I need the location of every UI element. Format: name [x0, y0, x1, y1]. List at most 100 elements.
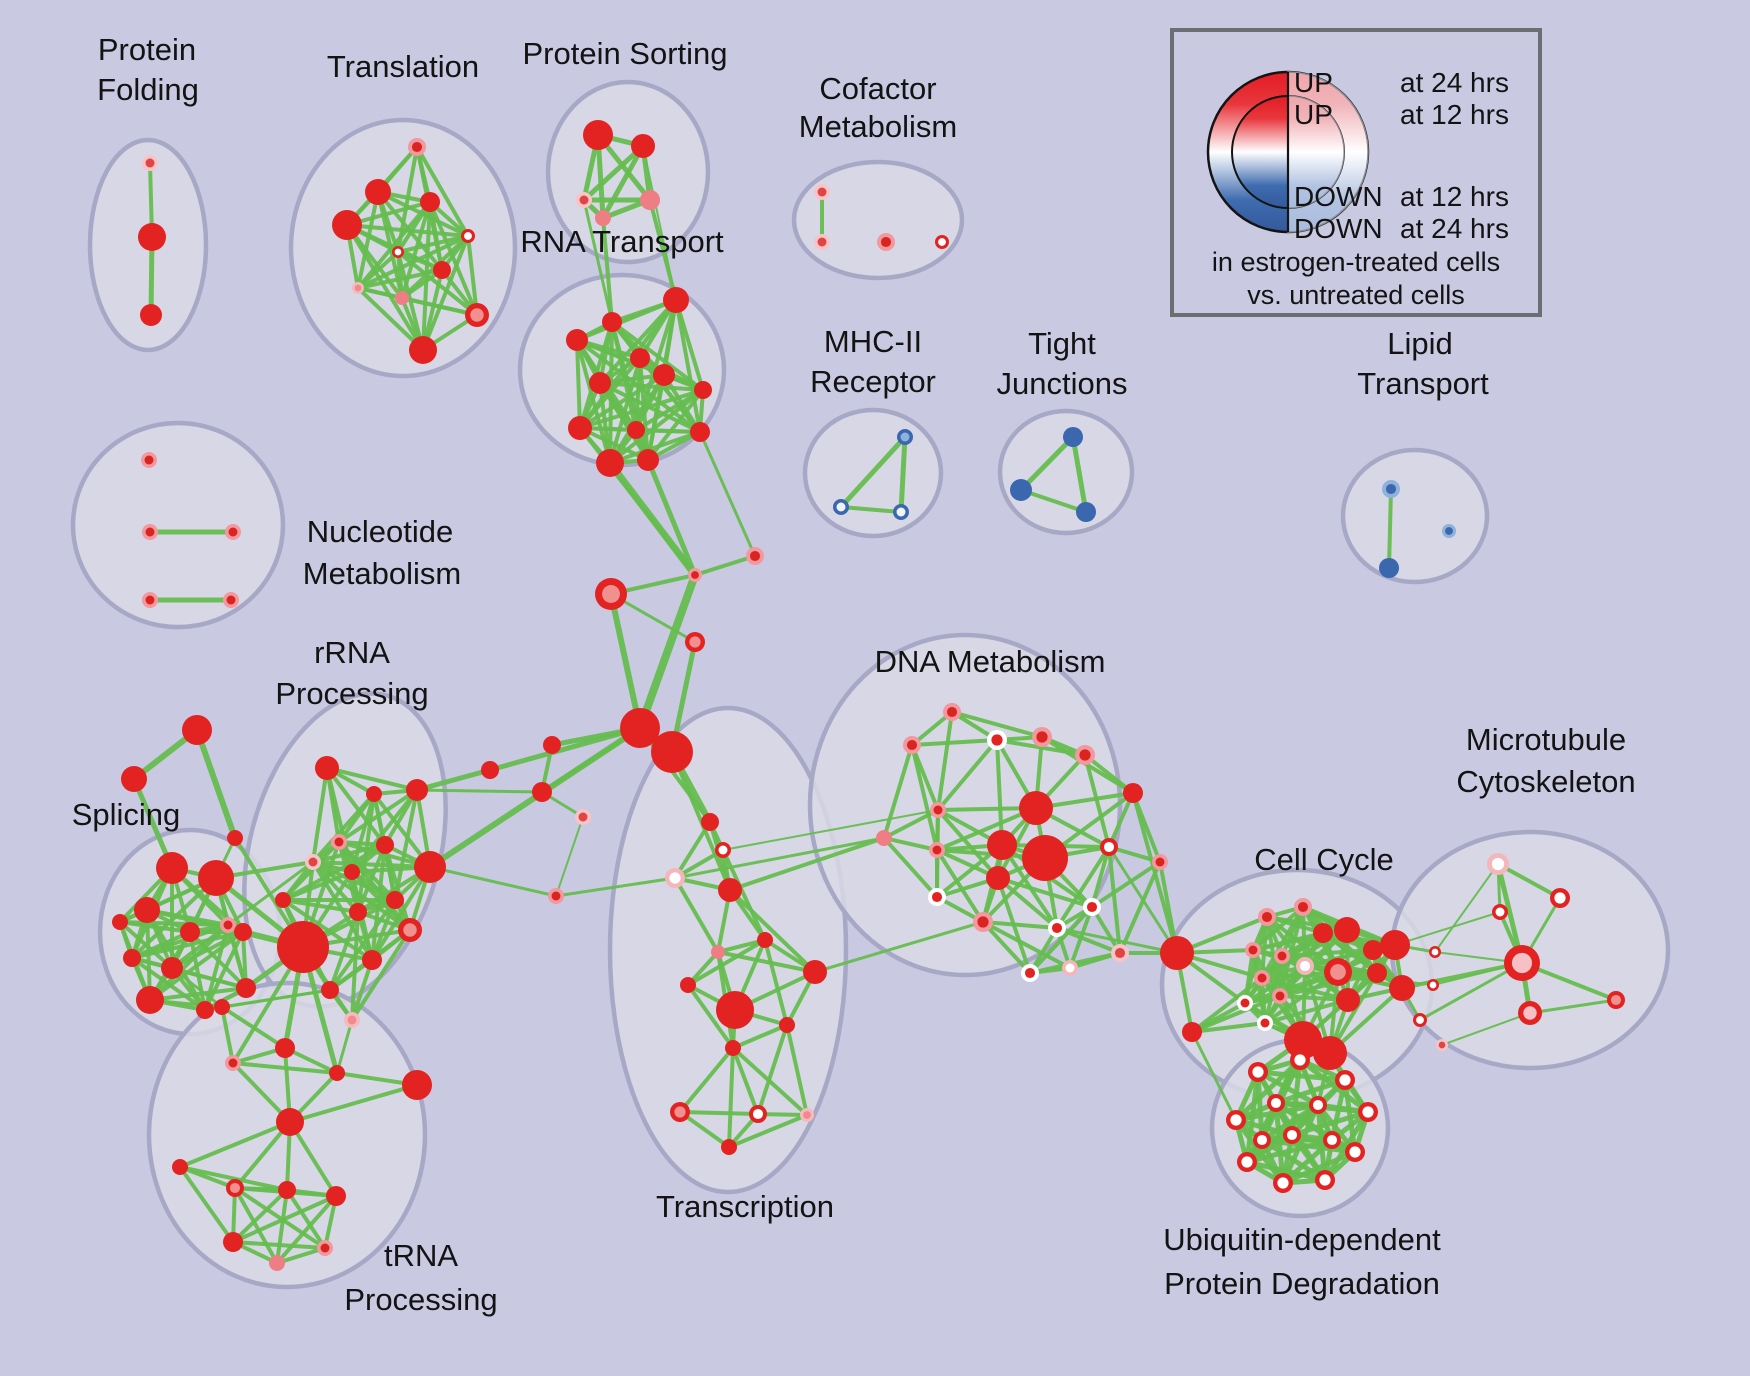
edge — [838, 434, 908, 510]
edge — [1019, 488, 1088, 514]
lipid-transport-label: Lipid — [1387, 326, 1453, 361]
rna-transport-node — [637, 449, 659, 471]
edge — [839, 505, 903, 514]
cell-cycle-node-core — [1299, 960, 1311, 972]
cell-cycle-node-core — [1275, 991, 1285, 1001]
cell-cycle-node — [1380, 930, 1410, 960]
edge — [350, 910, 360, 1022]
legend-up-24-time: at 24 hrs — [1400, 67, 1509, 98]
protein-sorting-node-core — [579, 195, 589, 205]
link-edge — [428, 865, 558, 898]
edge — [311, 843, 387, 864]
translation-node — [365, 179, 391, 205]
microtubule-cytoskeleton-label: Microtubule — [1466, 722, 1626, 757]
link-edge — [642, 145, 677, 301]
cell-cycle-node-core — [1297, 901, 1309, 913]
translation-node — [332, 210, 362, 240]
edge — [1496, 862, 1562, 900]
splicing-node — [236, 978, 256, 998]
edge — [673, 876, 720, 954]
trna-processing-node — [214, 999, 230, 1015]
link-edge — [728, 836, 886, 892]
ubiquitin-degradation-node-core — [1270, 1097, 1282, 1109]
edge — [370, 865, 432, 962]
rna-transport-node — [602, 312, 622, 332]
lipid-transport-node-core — [1385, 483, 1397, 495]
edge — [400, 296, 479, 317]
microtubule-cytoskeleton-node-core — [1554, 892, 1566, 904]
edge — [170, 966, 248, 990]
dna-metabolism-node — [986, 866, 1010, 890]
edge — [393, 788, 419, 902]
cofactor-metabolism-node-core — [817, 187, 827, 197]
cofactor-metabolism-label: Cofactor — [819, 71, 936, 106]
edge — [288, 1083, 419, 1124]
edge — [785, 1023, 809, 1117]
ubiquitin-degradation-node-core — [1294, 1054, 1306, 1066]
edge — [1068, 905, 1094, 970]
edge — [345, 223, 425, 352]
edge — [763, 938, 789, 1027]
dna-metabolism-node — [876, 830, 892, 846]
protein-sorting-node — [595, 210, 611, 226]
rrna-processing-node — [277, 921, 329, 973]
link-edge — [582, 198, 614, 324]
edge — [345, 223, 470, 238]
edge — [1018, 434, 1076, 493]
transcription-node-core — [674, 1106, 686, 1118]
cofactor-metabolism-ellipse — [791, 159, 965, 281]
hub-connectors-node-core — [691, 571, 699, 579]
transcription-node-core — [551, 891, 561, 901]
microtubule-cytoskeleton-node-core — [1491, 857, 1505, 871]
edge — [118, 920, 174, 970]
edge — [600, 143, 646, 221]
translation-node-core — [394, 248, 402, 256]
splicing-node — [180, 922, 200, 942]
trna-processing-node — [326, 1186, 346, 1206]
edge — [1251, 905, 1305, 952]
transcription-node — [716, 991, 754, 1029]
transcription-node-core — [803, 1111, 811, 1119]
tight-junctions-node — [1063, 427, 1083, 447]
rna-transport-node — [596, 449, 624, 477]
legend-down-24-time: at 24 hrs — [1400, 213, 1509, 244]
link-edge — [220, 988, 332, 1009]
transcription-node — [725, 1040, 741, 1056]
ubiquitin-degradation-node-core — [1349, 1146, 1361, 1158]
splicing-node — [123, 949, 141, 967]
cell-cycle-node-core — [1257, 973, 1267, 983]
link-edge — [226, 860, 315, 927]
tight-junctions-ellipse — [997, 408, 1135, 536]
cell-cycle-node — [1334, 917, 1360, 943]
edge — [275, 1246, 327, 1265]
edge — [575, 298, 678, 342]
translation-node-core — [354, 284, 362, 292]
ubiquitin-degradation-label: Protein Degradation — [1164, 1266, 1440, 1301]
legend-down-12-label: DOWN — [1294, 181, 1383, 212]
edge — [1255, 1069, 1348, 1083]
dna-metabolism-node-core — [1065, 963, 1075, 973]
rna-transport-node — [663, 287, 689, 313]
edge — [311, 860, 432, 869]
link-edge — [722, 809, 939, 851]
dna-metabolism-node-core — [1051, 922, 1063, 934]
cell-cycle-node — [1367, 963, 1387, 983]
edge — [370, 898, 397, 962]
splicing-node — [156, 852, 188, 884]
edge — [1243, 948, 1255, 1005]
ubiquitin-degradation-node-core — [1252, 1066, 1264, 1078]
edge — [1083, 753, 1135, 795]
edge — [1243, 964, 1307, 1005]
edge — [428, 200, 444, 272]
edge — [575, 338, 582, 430]
microtubule-cytoskeleton-node-core — [1523, 1006, 1537, 1020]
edge — [981, 920, 1059, 930]
edge — [598, 381, 705, 392]
edge — [716, 938, 767, 954]
edge — [936, 738, 999, 812]
edge — [356, 250, 400, 290]
cell-cycle-node — [1313, 923, 1333, 943]
edge — [721, 848, 767, 942]
edge — [428, 200, 479, 317]
